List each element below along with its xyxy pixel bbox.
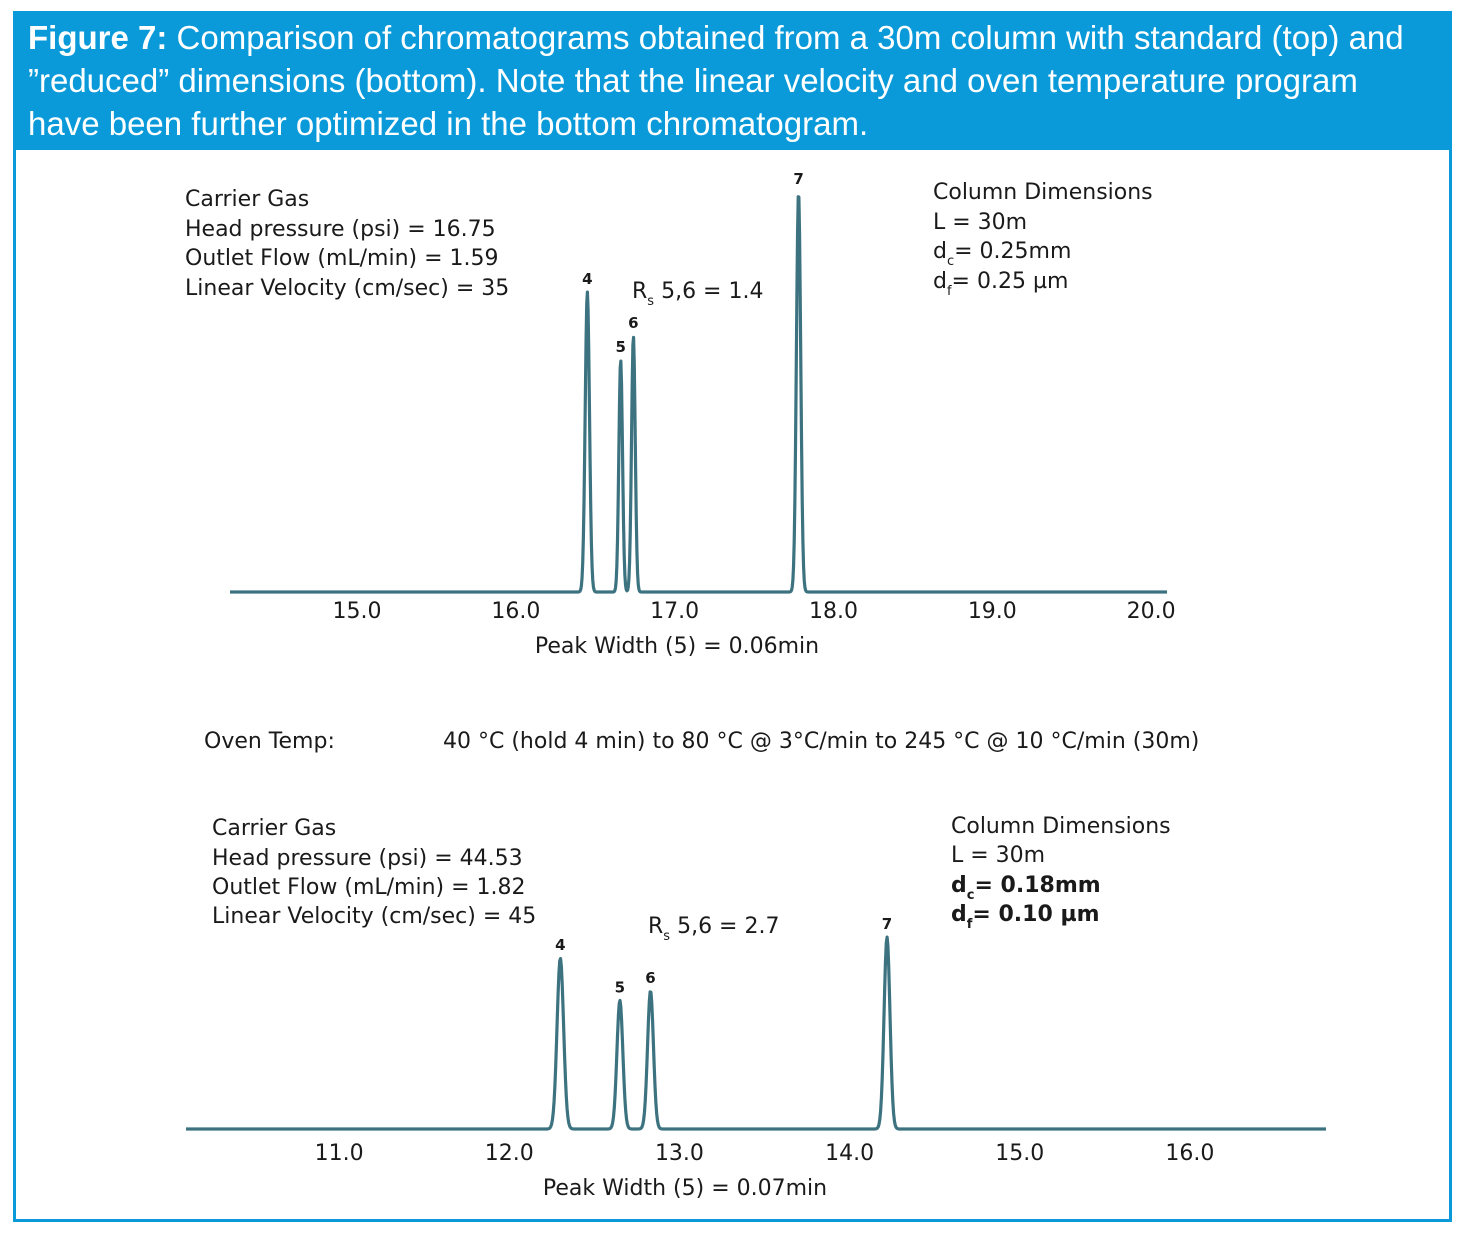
top-column-length: L = 30m: [933, 210, 1027, 235]
oven-temp-program: 40 °C (hold 4 min) to 80 °C @ 3°C/min to…: [443, 729, 1199, 754]
x-tick-label: 17.0: [650, 599, 699, 624]
top-peak-width: Peak Width (5) = 0.06min: [535, 634, 819, 659]
x-tick-label: 16.0: [1165, 1141, 1214, 1166]
figure-caption: Figure 7: Comparison of chromatograms ob…: [16, 14, 1449, 150]
x-tick-label: 19.0: [968, 599, 1017, 624]
x-tick-label: 20.0: [1127, 599, 1176, 624]
bottom-carrier-line: Head pressure (psi) = 44.53: [212, 846, 523, 871]
figure-label: Figure 7:: [28, 19, 168, 56]
top-column-title: Column Dimensions: [933, 180, 1153, 205]
peak-label: 6: [645, 969, 655, 987]
bottom-column-dc: dc= 0.18mm: [951, 873, 1101, 903]
peak-label: 4: [582, 270, 592, 288]
x-tick-label: 15.0: [333, 599, 382, 624]
top-resolution: Rs 5,6 = 1.4: [632, 279, 763, 309]
peak-label: 5: [615, 338, 625, 356]
x-tick-label: 12.0: [485, 1141, 534, 1166]
bottom-column-title: Column Dimensions: [951, 814, 1171, 839]
x-tick-label: 18.0: [809, 599, 858, 624]
bottom-peak-width: Peak Width (5) = 0.07min: [543, 1176, 827, 1201]
bottom-column-length: L = 30m: [951, 843, 1045, 868]
top-carrier-line: Head pressure (psi) = 16.75: [185, 217, 496, 242]
bottom-carrier-title: Carrier Gas: [212, 816, 336, 841]
bottom-chromatogram-trace: [185, 935, 1327, 1131]
chromatogram-top: Carrier Gas Head pressure (psi) = 16.75 …: [185, 170, 1176, 659]
top-column-dc: dc= 0.25mm: [933, 239, 1071, 269]
x-tick-label: 14.0: [825, 1141, 874, 1166]
bottom-resolution: Rs 5,6 = 2.7: [648, 914, 779, 944]
x-tick-label: 13.0: [655, 1141, 704, 1166]
chromatogram-bottom: Carrier Gas Head pressure (psi) = 44.53 …: [185, 814, 1327, 1201]
top-carrier-line: Linear Velocity (cm/sec) = 35: [185, 276, 509, 301]
peak-label: 5: [615, 978, 625, 996]
bottom-carrier-line: Outlet Flow (mL/min) = 1.82: [212, 875, 526, 900]
peak-label: 4: [555, 936, 565, 954]
oven-temp-label: Oven Temp:: [204, 729, 335, 754]
top-carrier-title: Carrier Gas: [185, 187, 309, 212]
bottom-carrier-line: Linear Velocity (cm/sec) = 45: [212, 904, 536, 929]
x-tick-label: 11.0: [315, 1141, 364, 1166]
top-column-df: df= 0.25 µm: [933, 269, 1068, 299]
peak-label: 7: [882, 915, 892, 933]
x-tick-label: 16.0: [491, 599, 540, 624]
peak-label: 6: [628, 314, 638, 332]
figure-caption-text: Comparison of chromatograms obtained fro…: [28, 19, 1404, 142]
top-chromatogram-trace: [229, 195, 1168, 594]
bottom-column-df: df= 0.10 µm: [951, 902, 1100, 932]
top-carrier-line: Outlet Flow (mL/min) = 1.59: [185, 246, 499, 271]
peak-label: 7: [793, 170, 803, 188]
x-tick-label: 15.0: [995, 1141, 1044, 1166]
figure-frame: Figure 7: Comparison of chromatograms ob…: [13, 11, 1452, 1222]
